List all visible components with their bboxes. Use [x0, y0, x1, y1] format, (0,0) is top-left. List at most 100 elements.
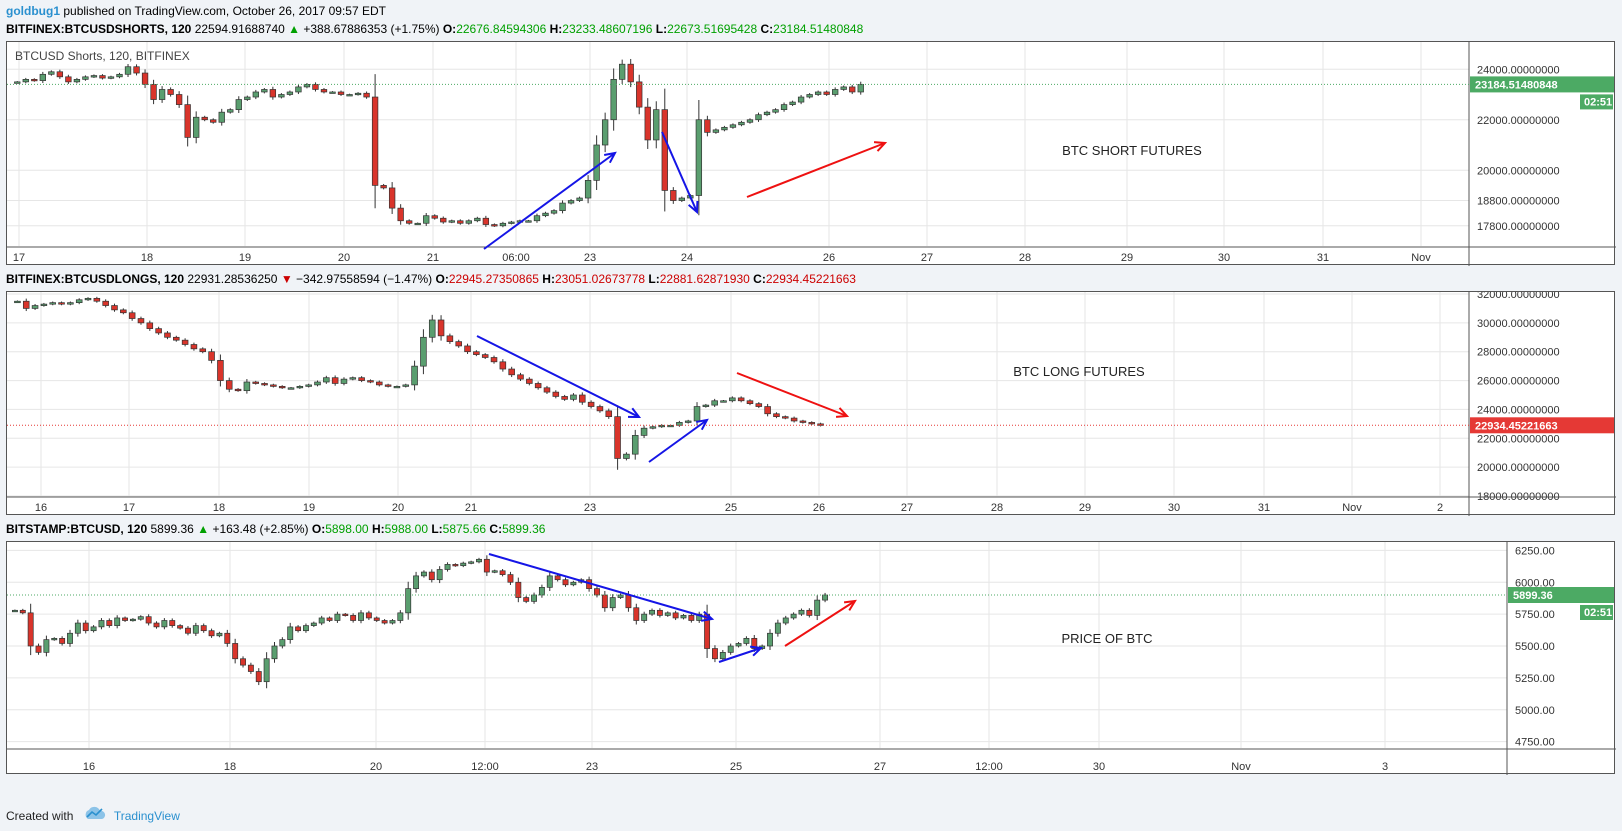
- candle: [640, 425, 648, 439]
- x-tick-label: Nov: [1411, 252, 1431, 264]
- candle-body: [562, 579, 569, 586]
- tradingview-link[interactable]: TradingView: [113, 809, 180, 823]
- candle-body: [712, 129, 720, 133]
- candle: [420, 329, 427, 375]
- chart3-close: 5899.36: [502, 522, 546, 536]
- arrow-head: [627, 407, 642, 419]
- candle: [702, 403, 710, 408]
- author-link[interactable]: goldbug1: [6, 4, 60, 18]
- candle: [481, 353, 489, 360]
- chart3-info: BITSTAMP:BTCUSD, 120 5899.36 ▲ +163.48 (…: [6, 522, 546, 536]
- x-tick-label: 12:00: [975, 761, 1003, 773]
- red-trend-arrow: [746, 141, 888, 198]
- candle-body: [51, 637, 58, 641]
- candle-body: [631, 435, 639, 455]
- candle: [210, 118, 217, 124]
- candle: [746, 118, 754, 124]
- candle: [767, 629, 773, 651]
- chart1-low: 22673.51695428: [667, 22, 758, 36]
- candle: [255, 668, 262, 686]
- candle-body: [738, 121, 745, 126]
- candle-body: [490, 357, 498, 363]
- chart3-panel[interactable]: 4750.00 5000.00 5250.00 5500.00 5750.00 6000.…: [6, 541, 1616, 775]
- candle-body: [320, 89, 328, 93]
- red-trend-arrow: [736, 372, 850, 418]
- candle: [278, 93, 285, 99]
- candle-body: [261, 383, 268, 386]
- candle: [609, 594, 616, 612]
- candle-body: [146, 322, 154, 329]
- y-tick-label: 5250.00: [1515, 673, 1555, 685]
- candle-body: [137, 616, 144, 620]
- x-tick-label: 27: [874, 761, 886, 773]
- candle: [14, 300, 21, 304]
- candle: [729, 396, 736, 403]
- candle-body: [234, 388, 242, 392]
- candle-body: [278, 385, 286, 389]
- candle-body: [719, 652, 726, 660]
- candle: [111, 303, 118, 312]
- candle: [19, 608, 26, 615]
- candle-body: [610, 78, 617, 121]
- candle: [137, 615, 144, 621]
- candle-body: [269, 89, 277, 98]
- candle: [649, 425, 657, 430]
- candle-body: [579, 394, 586, 403]
- candle: [712, 128, 720, 134]
- blue-trend-arrow: [488, 553, 715, 622]
- arrow-head: [749, 645, 764, 657]
- chart1-panel[interactable]: 17800.00000000 18800.00000000 20000.000000…: [6, 41, 1616, 266]
- candle-body: [538, 586, 545, 596]
- candle: [849, 84, 856, 95]
- chart2-panel[interactable]: 18000.00000000 20000.00000000 22000.000000…: [6, 291, 1616, 516]
- blue-trend-arrow: [661, 131, 699, 215]
- candle-body: [99, 75, 106, 79]
- chart-annotation: BTC SHORT FUTURES: [1062, 143, 1202, 158]
- x-tick-label: 25: [725, 502, 737, 514]
- candle: [444, 562, 451, 572]
- chart2-symbol[interactable]: BITFINEX:BTCUSDLONGS, 120: [6, 272, 185, 286]
- candle-body: [22, 300, 30, 309]
- chart1-symbol[interactable]: BITFINEX:BTCUSDSHORTS, 120: [6, 22, 192, 36]
- candle: [11, 609, 18, 613]
- x-tick-label: 23: [584, 252, 596, 264]
- candle-body: [158, 89, 166, 100]
- candle-body: [342, 613, 349, 616]
- candle-body: [114, 617, 121, 626]
- chart3-symbol[interactable]: BITSTAMP:BTCUSD, 120: [6, 522, 148, 536]
- candle-body: [680, 615, 687, 619]
- candle: [483, 555, 490, 577]
- candle-body: [584, 180, 592, 199]
- candle: [312, 82, 319, 92]
- candle: [40, 302, 48, 307]
- candle-body: [295, 626, 302, 632]
- candle: [232, 638, 239, 664]
- candle: [169, 618, 176, 628]
- candle-body: [751, 637, 758, 649]
- candle-body: [702, 404, 710, 407]
- candle: [326, 616, 333, 622]
- x-tick-label: 19: [303, 502, 315, 514]
- candle: [797, 94, 805, 105]
- candle: [31, 304, 39, 310]
- candle-body: [523, 597, 530, 602]
- candle-body: [507, 574, 514, 583]
- chart1-info: BITFINEX:BTCUSDSHORTS, 120 22594.9168874…: [6, 22, 864, 36]
- candle: [116, 72, 123, 79]
- x-tick-label: Nov: [1342, 502, 1362, 514]
- arrow-head: [700, 610, 715, 622]
- candle-body: [440, 217, 447, 223]
- y-tick-label: 4750.00: [1515, 737, 1555, 749]
- arrow-shaft: [746, 142, 886, 198]
- candle-body: [605, 410, 613, 417]
- candle-body: [823, 91, 830, 95]
- candle-body: [649, 609, 655, 615]
- candle-body: [476, 558, 482, 563]
- chart1-high: 23233.48607196: [562, 22, 653, 36]
- candle-body: [849, 86, 856, 93]
- candle: [153, 621, 160, 629]
- candle: [601, 590, 608, 612]
- candle: [58, 301, 65, 306]
- candle-body: [247, 664, 254, 672]
- candle: [774, 619, 781, 637]
